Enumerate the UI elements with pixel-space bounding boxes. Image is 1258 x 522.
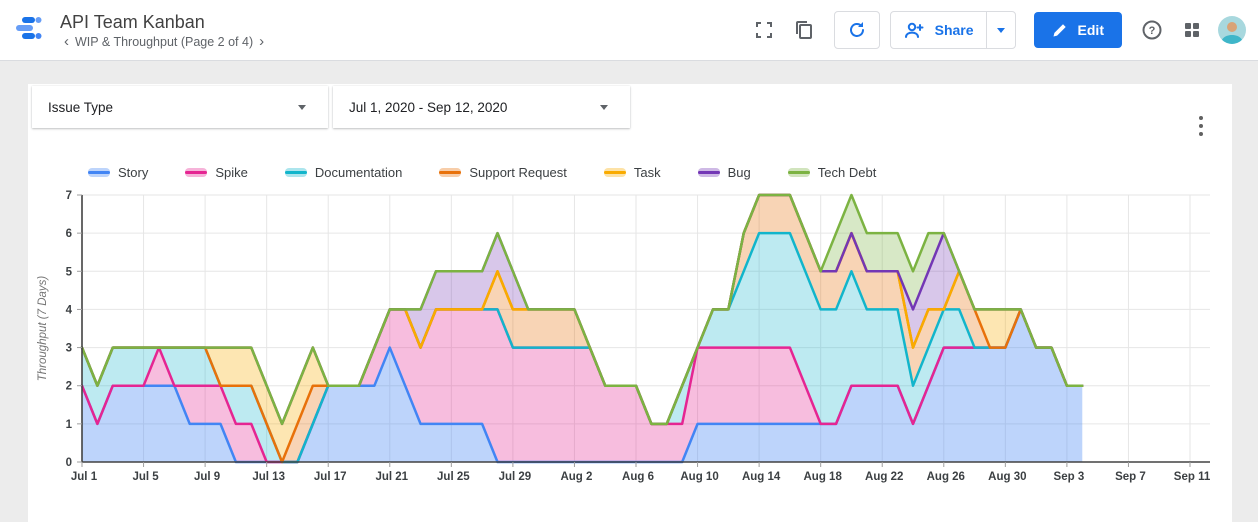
person-add-icon (904, 22, 924, 38)
x-tick-label: Jul 17 (314, 471, 347, 483)
area-tech-debt (82, 194, 1083, 424)
x-tick-label: Jul 21 (375, 471, 408, 483)
issue-type-filter-label: Issue Type (48, 99, 114, 115)
date-range-filter-value: Jul 1, 2020 - Sep 12, 2020 (349, 99, 508, 115)
breadcrumb: ‹ WIP & Throughput (Page 2 of 4) › (60, 33, 268, 50)
legend-item-spike[interactable]: Spike (185, 165, 248, 180)
legend-label: Tech Debt (817, 165, 877, 180)
copy-pages-icon[interactable] (787, 13, 821, 47)
x-tick-label: Aug 26 (927, 471, 965, 483)
legend-item-bug[interactable]: Bug (697, 165, 751, 180)
legend-swatch-icon (603, 168, 626, 177)
y-axis-title: Throughput (7 Days) (37, 276, 49, 382)
breadcrumb-label[interactable]: WIP & Throughput (Page 2 of 4) (75, 35, 254, 49)
chart-legend: Story Spike Documentation Support Request Ta… (88, 165, 913, 180)
legend-swatch-icon (185, 168, 208, 177)
x-tick-label: Sep 11 (1174, 471, 1211, 483)
y-tick-label: 5 (66, 266, 73, 278)
x-tick-label: Aug 30 (988, 471, 1026, 483)
share-button[interactable]: Share (889, 11, 1016, 49)
legend-item-support-request[interactable]: Support Request (439, 165, 567, 180)
y-tick-label: 3 (66, 343, 72, 355)
svg-text:?: ? (1149, 25, 1156, 37)
issue-type-filter[interactable]: Issue Type (32, 86, 328, 128)
legend-item-story[interactable]: Story (88, 165, 148, 180)
app-header: API Team Kanban ‹ WIP & Throughput (Page… (0, 0, 1258, 61)
x-tick-label: Jul 13 (252, 471, 285, 483)
next-page-chevron-icon[interactable]: › (259, 33, 265, 50)
page-title: API Team Kanban (60, 12, 205, 32)
x-tick-label: Jul 29 (499, 471, 532, 483)
x-tick-label: Jul 5 (132, 471, 159, 483)
legend-label: Bug (727, 165, 751, 180)
x-tick-label: Sep 3 (1054, 471, 1085, 483)
edit-button[interactable]: Edit (1033, 12, 1122, 48)
share-button-label: Share (934, 22, 974, 38)
refresh-button[interactable] (833, 11, 880, 49)
y-tick-label: 6 (66, 228, 72, 240)
help-icon[interactable]: ? (1135, 13, 1169, 47)
y-tick-label: 1 (66, 419, 73, 431)
legend-label: Spike (215, 165, 248, 180)
prev-page-chevron-icon[interactable]: ‹ (64, 33, 69, 50)
x-tick-label: Aug 10 (680, 471, 718, 483)
area-spike (82, 309, 1083, 462)
share-button-main[interactable]: Share (891, 12, 986, 48)
area-documentation (82, 233, 1083, 462)
pencil-icon (1053, 24, 1066, 37)
x-tick-label: Aug 22 (865, 471, 903, 483)
legend-swatch-icon (284, 168, 307, 177)
issue-type-caret-icon (298, 104, 306, 110)
legend-swatch-icon (787, 168, 810, 177)
line-tech-debt (80, 193, 1084, 426)
avatar[interactable] (1218, 16, 1246, 44)
x-tick-label: Jul 25 (437, 471, 470, 483)
x-tick-label: Aug 14 (742, 471, 781, 483)
report-canvas: Story Spike Documentation Support Request Ta… (28, 84, 1232, 522)
legend-label: Support Request (469, 165, 567, 180)
legend-label: Task (633, 165, 661, 180)
datastudio-logo (14, 13, 44, 48)
y-tick-label: 7 (66, 190, 72, 202)
legend-label: Documentation (314, 165, 403, 180)
legend-swatch-icon (697, 168, 720, 177)
legend-swatch-icon (88, 168, 110, 177)
x-tick-label: Jul 1 (71, 471, 98, 483)
date-range-filter[interactable]: Jul 1, 2020 - Sep 12, 2020 (333, 86, 630, 128)
x-tick-label: Aug 6 (622, 471, 654, 483)
apps-grid-icon[interactable] (1175, 13, 1209, 47)
legend-label: Story (118, 165, 149, 180)
legend-item-documentation[interactable]: Documentation (284, 165, 403, 180)
y-tick-label: 2 (66, 381, 72, 393)
x-tick-label: Jul 9 (194, 471, 220, 483)
edit-button-label: Edit (1077, 22, 1104, 38)
x-tick-label: Aug 2 (560, 471, 592, 483)
share-dropdown-caret-icon[interactable] (987, 12, 1015, 48)
legend-item-task[interactable]: Task (603, 165, 661, 180)
legend-swatch-icon (439, 168, 462, 177)
x-tick-label: Sep 7 (1115, 471, 1146, 483)
y-tick-label: 0 (66, 457, 72, 469)
share-split-divider (985, 12, 987, 48)
legend-item-tech-debt[interactable]: Tech Debt (787, 165, 877, 180)
y-tick-label: 4 (66, 304, 73, 316)
fullscreen-icon[interactable] (747, 13, 781, 47)
stacked-area-chart[interactable]: 0 1 2 3 4 5 6 7 Jul 1 Jul 5 Jul 9 Jul 13 Jul 17 Jul 2… (28, 184, 1232, 514)
date-range-caret-icon (600, 104, 608, 110)
chart-menu-button[interactable] (1192, 114, 1210, 138)
x-tick-label: Aug 18 (804, 471, 843, 483)
